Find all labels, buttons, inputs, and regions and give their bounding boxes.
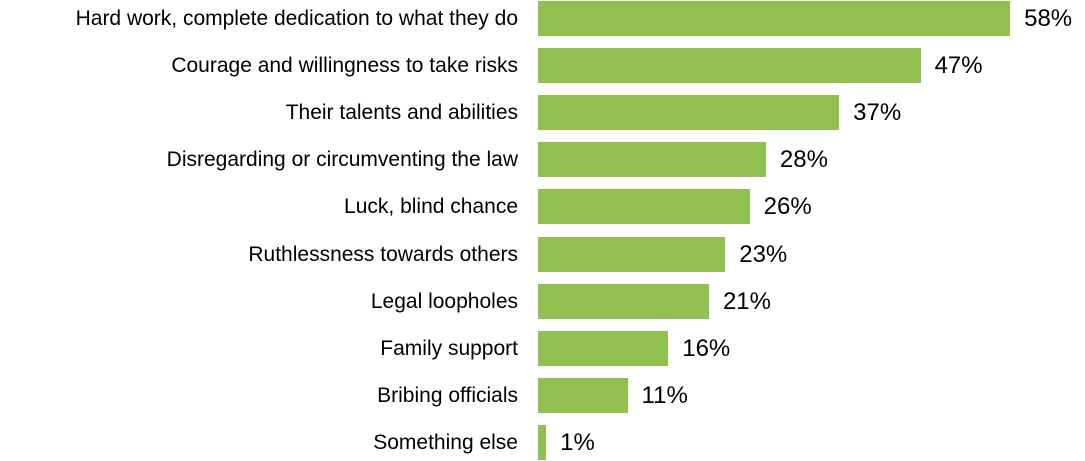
bar-row: Bribing officials 11%	[0, 377, 1085, 413]
value-label: 21%	[722, 287, 771, 315]
bar-row: Something else 1%	[0, 424, 1085, 460]
bar-row: Legal loopholes 21%	[0, 283, 1085, 319]
category-label: Bribing officials	[377, 383, 518, 407]
value-label: 11%	[641, 381, 688, 409]
category-label: Something else	[373, 430, 518, 454]
value-label: 37%	[853, 99, 902, 127]
value-label: 16%	[682, 334, 731, 362]
bar-row: Family support 16%	[0, 330, 1085, 366]
bar	[538, 95, 840, 131]
bar	[538, 1, 1011, 36]
category-label: Courage and willingness to take risks	[171, 54, 518, 78]
bar	[538, 330, 669, 366]
bar	[538, 377, 628, 413]
value-label: 47%	[934, 52, 983, 80]
category-label: Family support	[380, 336, 518, 360]
value-label: 1%	[560, 428, 595, 456]
bar	[538, 142, 766, 178]
bar-row: Luck, blind chance 26%	[0, 189, 1085, 225]
bar-row: Hard work, complete dedication to what t…	[0, 1, 1085, 36]
bar-row: Courage and willingness to take risks 47%	[0, 48, 1085, 84]
category-label: Disregarding or circumventing the law	[166, 148, 518, 172]
category-label: Hard work, complete dedication to what t…	[75, 7, 518, 30]
value-label: 58%	[1024, 5, 1073, 32]
bar	[538, 283, 709, 319]
category-label: Legal loopholes	[370, 289, 518, 313]
value-label: 23%	[739, 240, 788, 268]
bar-row: Their talents and abilities 37%	[0, 95, 1085, 131]
bar-row: Ruthlessness towards others 23%	[0, 236, 1085, 272]
bar	[538, 424, 547, 460]
value-label: 28%	[779, 146, 828, 174]
value-label: 26%	[763, 193, 812, 221]
category-label: Ruthlessness towards others	[248, 242, 518, 266]
category-label: Their talents and abilities	[285, 101, 518, 125]
bar	[538, 236, 726, 272]
bar	[538, 189, 750, 225]
bar	[538, 48, 921, 84]
category-label: Luck, blind chance	[344, 195, 518, 219]
bar-row: Disregarding or circumventing the law 28%	[0, 142, 1085, 178]
